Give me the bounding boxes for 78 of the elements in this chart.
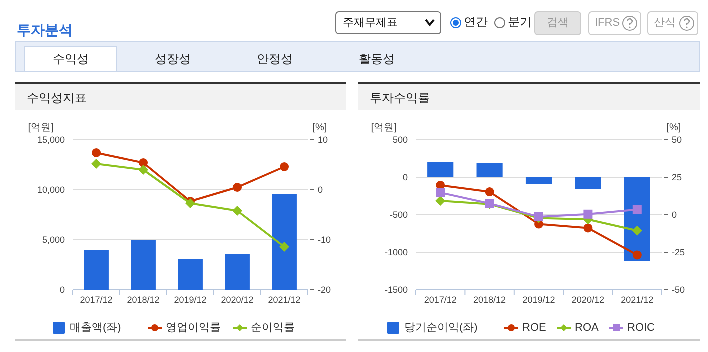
y-tick-label: 15,000 [37,135,65,145]
text: 분기 [508,15,532,29]
y-tick-label: 5,000 [42,235,65,245]
y-tick-label: -1500 [384,285,408,295]
point [436,188,446,198]
y-axis-title: [억원] [371,122,397,134]
point [632,205,642,214]
text: 투자분석 [17,22,73,38]
bar [476,163,503,178]
x-tick-label: 2020/12 [221,295,254,305]
point [584,210,593,219]
bar [428,162,454,178]
text: 산식 [654,17,676,29]
text: IFRS [595,17,620,29]
point [632,250,642,260]
y-axis-title: [억원] [28,122,54,134]
x-tick-label: 2019/12 [174,295,207,305]
legend-label: ROIC [628,322,656,334]
text: 성장성 [155,52,191,66]
point [138,165,148,175]
y2-tick-label: -10 [318,235,332,245]
point [485,188,494,197]
point [139,158,148,168]
text: 연간 [464,15,488,29]
x-tick-label: 2018/12 [127,295,160,305]
y2-tick-label: 0 [318,185,324,195]
point [280,162,289,172]
bar [575,178,602,190]
y2-tick-label: 0 [672,210,678,220]
point [280,242,290,252]
bar [131,240,156,290]
bar [526,178,552,184]
x-tick-label: 2020/12 [572,295,604,305]
text: 검색 [547,17,569,29]
x-tick-label: 2021/12 [268,295,301,305]
text: 수익성 [53,52,89,66]
y2-axis-title: [%] [666,122,682,134]
legend-label: ROE [522,322,546,334]
chart-title: 수익성지표 [27,91,87,105]
x-tick-label: 2017/12 [80,295,113,305]
legend-label: 순이익률 [251,322,295,334]
bar [84,250,109,290]
point [436,196,446,206]
x-tick-label: 2018/12 [474,295,506,305]
y2-tick-label: 25 [672,172,682,182]
point [233,183,242,192]
y2-tick-label: -20 [318,285,332,295]
y-tick-label: -500 [390,210,408,220]
text: 안정성 [257,52,293,66]
text: 주재무제표 [343,17,398,29]
x-tick-label: 2017/12 [424,295,457,305]
legend-label: ROA [575,322,600,334]
point [186,198,196,208]
point [92,159,102,169]
y2-axis-title: [%] [312,122,328,134]
y-tick-label: 0 [402,172,408,182]
legend-label: 당기순이익(좌) [404,322,478,334]
y2-tick-label: 50 [672,135,682,145]
point [92,148,101,158]
point [584,224,593,233]
y-tick-label: 500 [392,135,408,145]
bar [178,259,203,290]
point [632,226,642,236]
chart-title: 투자수익률 [370,91,430,105]
legend-label: 영업이익률 [166,322,221,334]
y2-tick-label: -25 [672,248,686,258]
y-tick-label: -1000 [384,248,408,258]
x-tick-label: 2019/12 [522,295,556,305]
y2-tick-label: 10 [318,135,328,145]
legend-label: 매출액(좌) [70,322,122,334]
x-tick-label: 2021/12 [621,295,654,305]
text: 활동성 [359,52,395,66]
bar [272,194,297,290]
y2-tick-label: -50 [672,285,686,295]
point [232,206,242,216]
y-tick-label: 0 [60,285,65,295]
y-tick-label: 10,000 [37,185,65,195]
bar [225,254,250,290]
